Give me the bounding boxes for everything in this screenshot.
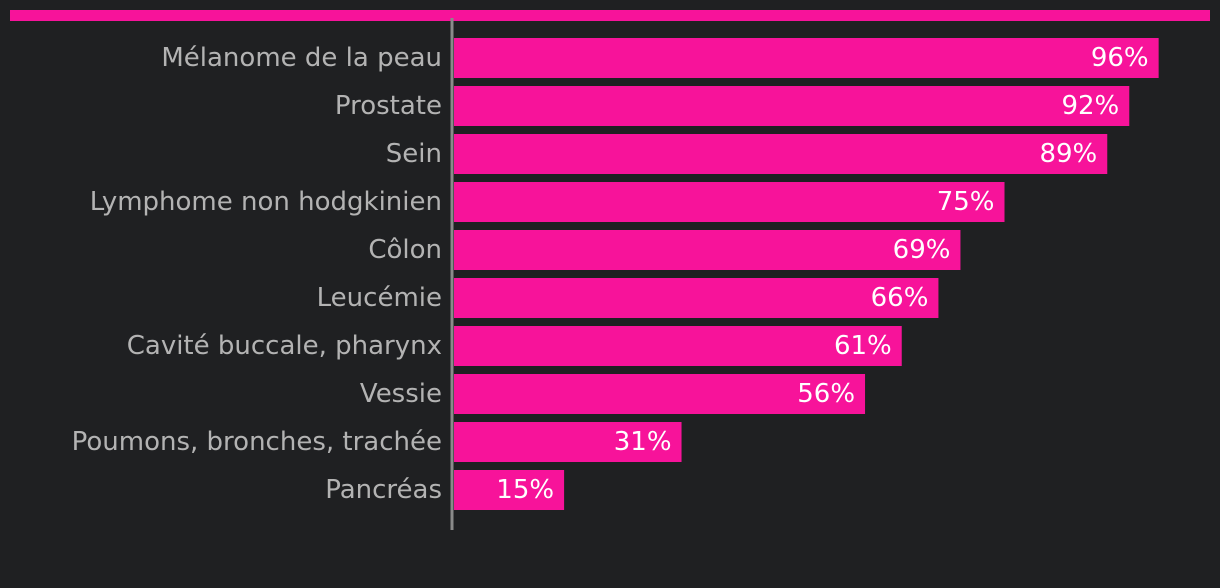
top-accent-bar bbox=[10, 10, 1210, 21]
bar-4 bbox=[454, 230, 961, 270]
value-label-4: 69% bbox=[893, 235, 951, 265]
bars-group bbox=[454, 38, 1159, 510]
category-label-3: Lymphome non hodgkinien bbox=[90, 187, 442, 217]
bar-8 bbox=[454, 422, 682, 462]
category-label-1: Prostate bbox=[335, 91, 442, 121]
bar-2 bbox=[454, 134, 1108, 174]
category-label-4: Côlon bbox=[368, 235, 442, 265]
category-labels-group: Mélanome de la peau Prostate Sein Lymphome … bbox=[72, 43, 442, 505]
value-label-8: 31% bbox=[614, 427, 672, 457]
value-label-5: 66% bbox=[871, 283, 929, 313]
value-labels-group: 96% 92% 89% 75% 69% 66% 61% 56% 31% 15% bbox=[496, 43, 1148, 505]
category-label-6: Cavité buccale, pharynx bbox=[127, 331, 442, 361]
bar-0 bbox=[454, 38, 1159, 78]
value-label-1: 92% bbox=[1061, 91, 1119, 121]
value-label-3: 75% bbox=[937, 187, 995, 217]
bar-3 bbox=[454, 182, 1005, 222]
category-label-9: Pancréas bbox=[325, 475, 442, 505]
bar-9 bbox=[454, 470, 565, 510]
value-label-7: 56% bbox=[797, 379, 855, 409]
value-label-0: 96% bbox=[1091, 43, 1149, 73]
bar-6 bbox=[454, 326, 902, 366]
value-label-6: 61% bbox=[834, 331, 892, 361]
bar-7 bbox=[454, 374, 866, 414]
category-label-0: Mélanome de la peau bbox=[161, 43, 442, 73]
value-label-2: 89% bbox=[1039, 139, 1097, 169]
category-label-8: Poumons, bronches, trachée bbox=[72, 427, 442, 457]
bar-1 bbox=[454, 86, 1130, 126]
category-label-2: Sein bbox=[386, 139, 442, 169]
value-label-9: 15% bbox=[496, 475, 554, 505]
category-label-7: Vessie bbox=[360, 379, 442, 409]
bar-5 bbox=[454, 278, 939, 318]
category-label-5: Leucémie bbox=[317, 283, 442, 313]
